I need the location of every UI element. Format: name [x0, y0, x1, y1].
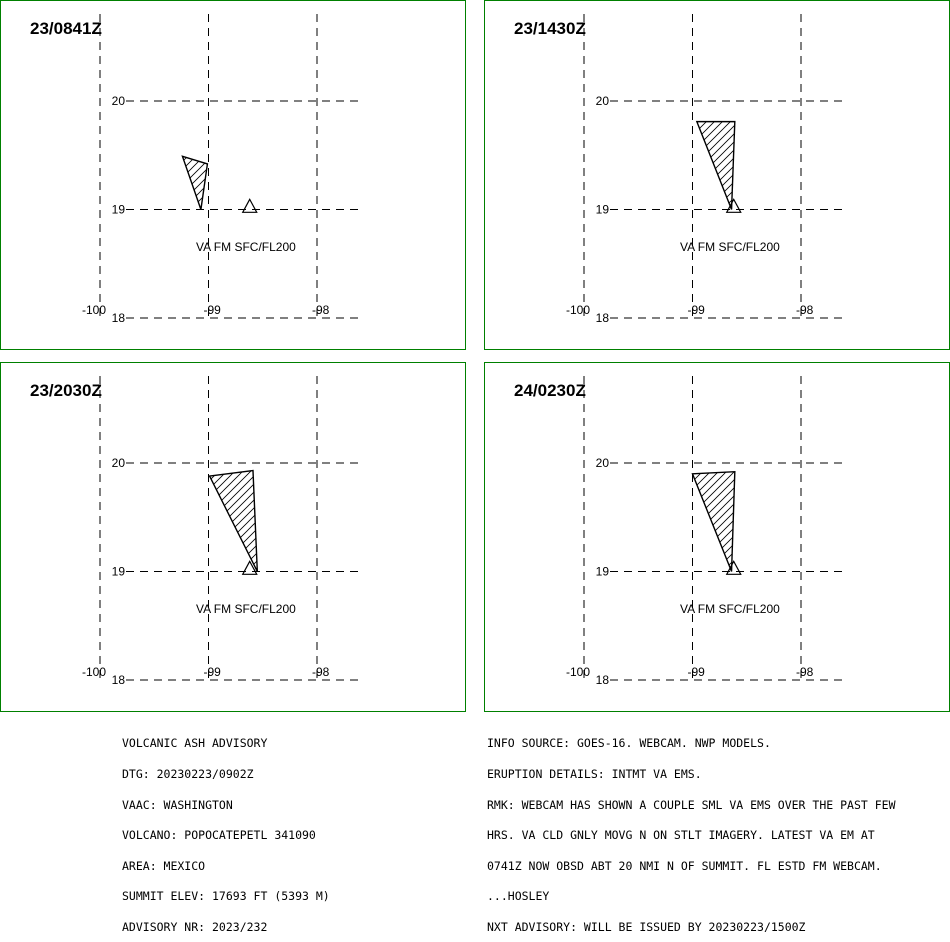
- panel-border: [0, 362, 466, 712]
- volcano-triangle-icon: [241, 560, 258, 575]
- va-level-label: VA FM SFC/FL200: [196, 240, 296, 254]
- advisory-line: RMK: WEBCAM HAS SHOWN A COUPLE SML VA EM…: [487, 797, 896, 812]
- longitude-label: -100: [82, 665, 106, 679]
- panel-border: [0, 0, 466, 350]
- forecast-time-label: 23/0841Z: [30, 19, 102, 38]
- forecast-time-label: 23/2030Z: [30, 381, 102, 400]
- longitude-label: -98: [796, 303, 814, 317]
- advisory-line: HRS. VA CLD GNLY MOVG N ON STLT IMAGERY.…: [487, 828, 875, 843]
- advisory-line: ADVISORY NR: 2023/232: [122, 919, 268, 934]
- map-panel-svg: 24/0230Z 20 19 18 -100 -99 -98 VA FM SFC/FL200: [484, 362, 950, 712]
- va-level-label: VA FM SFC/FL200: [680, 240, 780, 254]
- volcano-triangle-icon: [725, 560, 742, 575]
- longitude-label: -99: [204, 665, 222, 679]
- advisory-line: DTG: 20230223/0902Z: [122, 767, 254, 781]
- latitude-label: 19: [112, 203, 126, 217]
- forecast-time-label: 23/1430Z: [514, 19, 586, 38]
- latitude-label: 18: [112, 311, 126, 325]
- longitude-label: -98: [312, 303, 330, 317]
- latitude-label: 18: [112, 673, 126, 687]
- advisory-line: VAAC: WASHINGTON: [122, 797, 233, 812]
- va-level-label: VA FM SFC/FL200: [196, 602, 296, 616]
- latitude-label: 18: [596, 673, 610, 687]
- latitude-label: 20: [596, 456, 610, 470]
- panel-border: [484, 362, 950, 712]
- forecast-time-label: 24/0230Z: [514, 381, 586, 400]
- longitude-label: -100: [566, 303, 590, 317]
- longitude-label: -99: [204, 303, 222, 317]
- ash-cloud-polygon: [691, 470, 736, 572]
- ash-cloud-polygon: [181, 155, 209, 210]
- advisory-line: INFO SOURCE: GOES-16. WEBCAM. NWP MODELS…: [487, 736, 771, 751]
- latitude-label: 20: [112, 456, 126, 470]
- panel-border: [484, 0, 950, 350]
- map-panel-svg: 23/0841Z 20 19 18 -100 -99 -98 VA FM SFC/FL200: [0, 0, 466, 350]
- volcano-triangle-icon: [725, 198, 742, 213]
- latitude-label: 18: [596, 311, 610, 325]
- advisory-line: 0741Z NOW OBSD ABT 20 NMI N OF SUMMIT. F…: [487, 858, 882, 873]
- va-level-label: VA FM SFC/FL200: [680, 602, 780, 616]
- advisory-line: SUMMIT ELEV: 17693 FT (5393 M): [122, 889, 330, 904]
- ash-cloud-polygon: [208, 469, 259, 572]
- advisory-line: NXT ADVISORY: WILL BE ISSUED BY 20230223…: [487, 919, 806, 934]
- advisory-line: AREA: MEXICO: [122, 858, 206, 873]
- volcano-triangle-icon: [241, 198, 258, 213]
- advisory-header-block: VOLCANIC ASH ADVISORY DTG: 20230223/0902…: [122, 718, 330, 942]
- longitude-label: -100: [82, 303, 106, 317]
- map-panel-1: 23/0841Z 20 19 18 -100 -99 -98 VA FM SFC/FL200: [0, 0, 466, 350]
- latitude-label: 19: [596, 565, 610, 579]
- map-panel-4: 24/0230Z 20 19 18 -100 -99 -98 VA FM SFC/FL200: [484, 362, 950, 712]
- ash-cloud-polygon: [695, 120, 736, 210]
- latitude-label: 19: [596, 203, 610, 217]
- advisory-line: VOLCANIC ASH ADVISORY: [122, 736, 268, 751]
- advisory-line: ...HOSLEY: [487, 889, 550, 904]
- latitude-label: 20: [596, 94, 610, 108]
- longitude-label: -99: [688, 303, 706, 317]
- map-panel-svg: 23/1430Z 20 19 18 -100 -99 -98 VA FM SFC/FL200: [484, 0, 950, 350]
- map-panel-3: 23/2030Z 20 19 18 -100 -99 -98 VA FM SFC/FL200: [0, 362, 466, 712]
- longitude-label: -100: [566, 665, 590, 679]
- map-panel-2: 23/1430Z 20 19 18 -100 -99 -98 VA FM SFC/FL200: [484, 0, 950, 350]
- latitude-label: 20: [112, 94, 126, 108]
- advisory-line: ERUPTION DETAILS: INTMT VA EMS.: [487, 767, 702, 781]
- map-panel-svg: 23/2030Z 20 19 18 -100 -99 -98 VA FM SFC/FL200: [0, 362, 466, 712]
- advisory-line: VOLCANO: POPOCATEPETL 341090: [122, 828, 316, 843]
- longitude-label: -98: [312, 665, 330, 679]
- longitude-label: -99: [688, 665, 706, 679]
- latitude-label: 19: [112, 565, 126, 579]
- longitude-label: -98: [796, 665, 814, 679]
- advisory-remarks-block: INFO SOURCE: GOES-16. WEBCAM. NWP MODELS…: [487, 718, 896, 942]
